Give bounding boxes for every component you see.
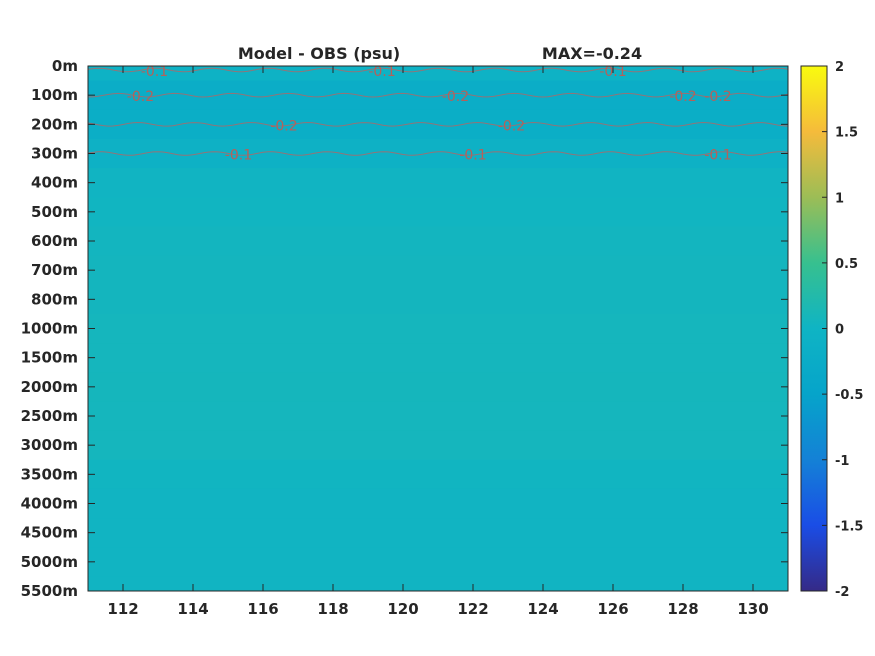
y-tick-label: 700m: [31, 261, 78, 279]
heatmap-cell: [88, 255, 788, 286]
heatmap-cell: [88, 547, 788, 577]
heatmap-cell: [88, 401, 788, 432]
x-tick-label: 130: [737, 600, 768, 618]
y-tick-label: 4500m: [21, 524, 78, 542]
colorbar-tick-label: 1: [835, 191, 844, 206]
colorbar-tick-label: -1: [835, 454, 849, 469]
colorbar-tick-label: -0.5: [835, 388, 863, 403]
colorbar-tick-label: 0: [835, 323, 844, 338]
heatmap-cell: [88, 226, 788, 257]
heatmap-cell: [88, 168, 788, 198]
colorbar-tick-label: 1.5: [835, 126, 858, 141]
y-tick-label: 200m: [31, 115, 78, 133]
heatmap-cell: [88, 518, 788, 548]
heatmap-cell: [88, 284, 788, 315]
x-tick-label: 122: [457, 600, 488, 618]
contour-line: [88, 92, 789, 98]
heatmap-cell: [88, 343, 788, 373]
chart-subtitle: MAX=-0.24: [542, 44, 642, 63]
x-tick-label: 124: [527, 600, 558, 618]
plot-area: [88, 66, 788, 592]
y-tick-label: 0m: [52, 57, 78, 75]
chart-title: Model - OBS (psu): [238, 44, 400, 63]
contour-label: -0.1: [368, 64, 395, 80]
contour-label: -0.2: [704, 89, 731, 105]
y-tick-label: 400m: [31, 174, 78, 192]
y-tick-label: 1000m: [21, 320, 78, 338]
contour-label: -0.2: [498, 118, 525, 134]
y-tick-label: 600m: [31, 232, 78, 250]
x-axis: 112 114 116 118 120 122 124 126 128 130: [107, 66, 769, 618]
contour-label: -0.2: [127, 89, 154, 105]
y-tick-label: 5500m: [21, 582, 78, 600]
heatmap-cell: [88, 488, 788, 519]
contour-line: [87, 121, 789, 127]
heatmap-cell: [88, 138, 788, 169]
x-tick-label: 116: [247, 600, 278, 618]
contour-label: -0.2: [270, 118, 297, 134]
y-tick-label: 2000m: [21, 378, 78, 396]
colorbar: [800, 65, 828, 592]
x-tick-label: 118: [317, 600, 348, 618]
y-tick-label: 3000m: [21, 436, 78, 454]
heatmap-cell: [88, 197, 788, 227]
contour-labels: -0.1 -0.1 -0.1 -0.2 -0.2 -0.2 -0.2 -0.2 -0.2 -0.1…: [127, 64, 732, 164]
y-tick-label: 100m: [31, 86, 78, 104]
contour-lines: [87, 67, 789, 156]
colorbar-ticks: 2 1.5 1 0.5 0 -0.5 -1 -1.5 -2: [822, 60, 863, 600]
y-tick-label: 300m: [31, 145, 78, 163]
colorbar-tick-label: 0.5: [835, 257, 858, 272]
contour-label: -0.1: [459, 148, 486, 164]
y-axis: 0m 100m 200m 300m 400m 500m 600m 700m 800m 1000m 1…: [21, 57, 788, 600]
contour-label: -0.2: [442, 89, 469, 105]
colorbar-tick-label: -2: [835, 585, 849, 600]
y-tick-label: 5000m: [21, 553, 78, 571]
y-tick-label: 3500m: [21, 465, 78, 483]
heatmap-cell: [88, 459, 788, 490]
colorbar-tick-label: -1.5: [835, 519, 863, 534]
colorbar-tick-label: 2: [835, 60, 844, 75]
contour-label: -0.1: [141, 64, 168, 80]
x-tick-label: 114: [177, 600, 208, 618]
contour-line: [87, 151, 789, 156]
y-tick-label: 1500m: [21, 349, 78, 367]
contour-label: -0.1: [704, 148, 731, 164]
heatmap-cell: [88, 313, 788, 344]
x-tick-label: 126: [597, 600, 628, 618]
contour-label: -0.1: [225, 148, 252, 164]
y-tick-label: 500m: [31, 203, 78, 221]
y-tick-label: 2500m: [21, 407, 78, 425]
contour-label: -0.2: [669, 89, 696, 105]
x-tick-label: 120: [387, 600, 418, 618]
heatmap-cell: [88, 372, 788, 402]
contour-line: [87, 67, 789, 73]
y-tick-label: 800m: [31, 290, 78, 308]
heatmap-cell: [88, 80, 788, 111]
x-tick-label: 112: [107, 600, 138, 618]
y-tick-label: 4000m: [21, 495, 78, 513]
x-tick-label: 128: [667, 600, 698, 618]
heatmap-cell: [88, 430, 788, 461]
